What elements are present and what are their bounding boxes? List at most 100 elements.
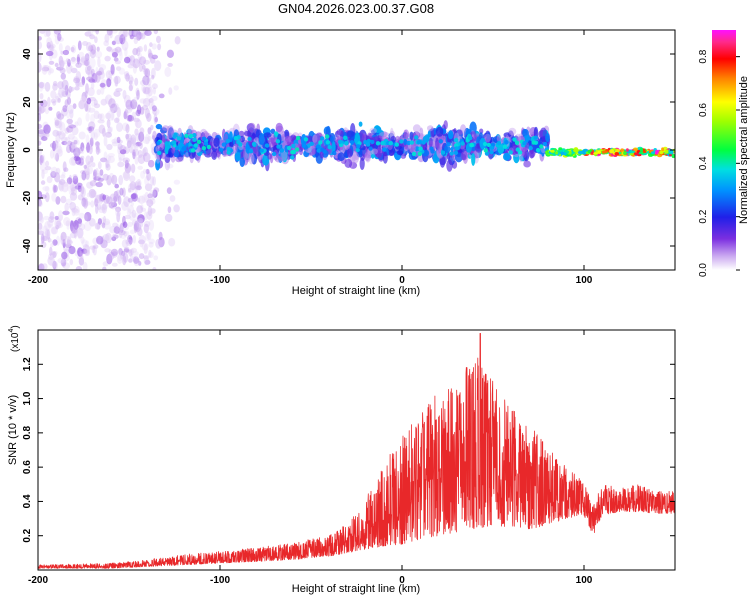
spectrogram-point <box>83 60 90 66</box>
spectrogram-point <box>86 142 91 153</box>
spectrogram-point <box>104 96 109 104</box>
spectrogram-point <box>38 130 46 138</box>
spectrogram-point <box>106 253 113 265</box>
spectrogram-point <box>111 40 116 46</box>
spectrogram-point <box>109 104 115 113</box>
spectrogram-point <box>417 151 422 157</box>
spectrogram-point <box>43 30 49 38</box>
spectrogram-point <box>95 145 100 155</box>
spectrogram-point <box>60 62 64 70</box>
spectrogram-point <box>134 181 139 191</box>
spectrogram-x-axis-label: Height of straight line (km) <box>292 285 420 297</box>
spectrogram-point <box>105 112 112 120</box>
spectrogram-point <box>85 69 91 75</box>
spectrogram-point <box>127 188 132 193</box>
spectrogram-point <box>84 211 92 222</box>
spectrogram-point <box>331 141 336 153</box>
spectrogram-point <box>399 139 404 144</box>
spectrogram-point <box>130 248 134 256</box>
spectrogram-point <box>103 135 108 147</box>
spectrogram-point <box>51 192 57 202</box>
spectrogram-point <box>106 161 111 168</box>
spectrogram-point <box>136 205 144 214</box>
spectrogram-point <box>349 140 355 145</box>
spectrogram-point <box>93 169 98 177</box>
spectrogram-point <box>71 126 79 136</box>
spectrogram-point <box>147 86 153 97</box>
spectrogram-point <box>133 96 138 103</box>
spectrogram-point <box>421 140 426 145</box>
spectrogram-point <box>131 30 138 37</box>
spectrogram-point <box>135 185 142 191</box>
spectrogram-point <box>154 60 162 72</box>
y-tick-label: 1.2 <box>22 357 33 371</box>
spectrogram-point <box>75 79 81 88</box>
spectrogram-point <box>130 252 134 263</box>
spectrogram-point <box>132 58 140 69</box>
spectrogram-point <box>149 198 156 205</box>
spectrogram-point <box>44 185 50 193</box>
spectrogram-point <box>541 146 545 157</box>
spectrogram-point <box>105 196 113 205</box>
spectrogram-point <box>365 142 371 147</box>
spectrogram-point <box>93 110 100 120</box>
spectrogram-point <box>363 139 368 145</box>
spectrogram-point <box>47 256 55 266</box>
spectrogram-point <box>56 130 62 136</box>
spectrogram-point <box>515 147 520 152</box>
spectrogram-point <box>75 71 82 82</box>
spectrogram-point <box>218 147 224 152</box>
spectrogram-point <box>651 151 656 155</box>
spectrogram-point <box>77 185 82 193</box>
spectrogram-point <box>132 251 139 256</box>
spectrogram-point <box>87 30 92 34</box>
spectrogram-point <box>489 145 494 150</box>
spectrogram-point <box>563 152 567 156</box>
spectrogram-point <box>105 159 109 169</box>
spectrogram-point <box>58 182 65 192</box>
spectrogram-point <box>87 66 91 71</box>
spectrogram-point <box>503 152 511 161</box>
spectrogram-point <box>39 161 47 172</box>
spectrogram-point <box>68 124 77 129</box>
y-tick-label: 1.0 <box>22 391 33 405</box>
spectrogram-point <box>116 211 121 223</box>
spectrogram-point <box>38 112 42 122</box>
spectrogram-point <box>140 33 146 40</box>
spectrogram-point <box>84 31 92 37</box>
spectrogram-point <box>428 137 433 148</box>
spectrogram-point <box>114 76 119 87</box>
spectrogram-point <box>110 202 118 208</box>
spectrogram-point <box>62 49 70 56</box>
spectrogram-point <box>406 140 411 146</box>
spectrogram-point <box>117 143 123 150</box>
spectrogram-point <box>66 177 73 185</box>
spectrogram-point <box>248 122 256 133</box>
spectrogram-point <box>47 96 51 107</box>
spectrogram-point <box>244 130 251 137</box>
spectrogram-point <box>77 218 83 224</box>
spectrogram-point <box>106 174 112 186</box>
spectrogram-point <box>66 223 70 230</box>
spectrogram-point <box>430 127 435 139</box>
spectrogram-point <box>143 68 149 76</box>
spectrogram-point <box>103 218 111 226</box>
spectrogram-point <box>517 150 523 155</box>
spectrogram-point <box>59 60 64 70</box>
spectrogram-point <box>68 246 76 255</box>
spectrogram-point <box>99 113 105 122</box>
x-tick-label: -200 <box>28 275 48 286</box>
spectrogram-point <box>107 126 112 134</box>
spectrogram-point <box>147 127 152 135</box>
spectrogram-point <box>44 230 50 242</box>
spectrogram-point <box>460 141 465 146</box>
spectrogram-point <box>57 257 65 264</box>
spectrogram-point <box>152 189 158 198</box>
spectrogram-point <box>147 193 154 199</box>
spectrogram-point <box>41 64 48 75</box>
spectrogram-point <box>147 208 153 214</box>
spectrogram-point <box>76 54 81 65</box>
spectrogram-point <box>72 103 77 109</box>
spectrogram-point <box>173 179 181 185</box>
spectrogram-point <box>127 114 133 122</box>
